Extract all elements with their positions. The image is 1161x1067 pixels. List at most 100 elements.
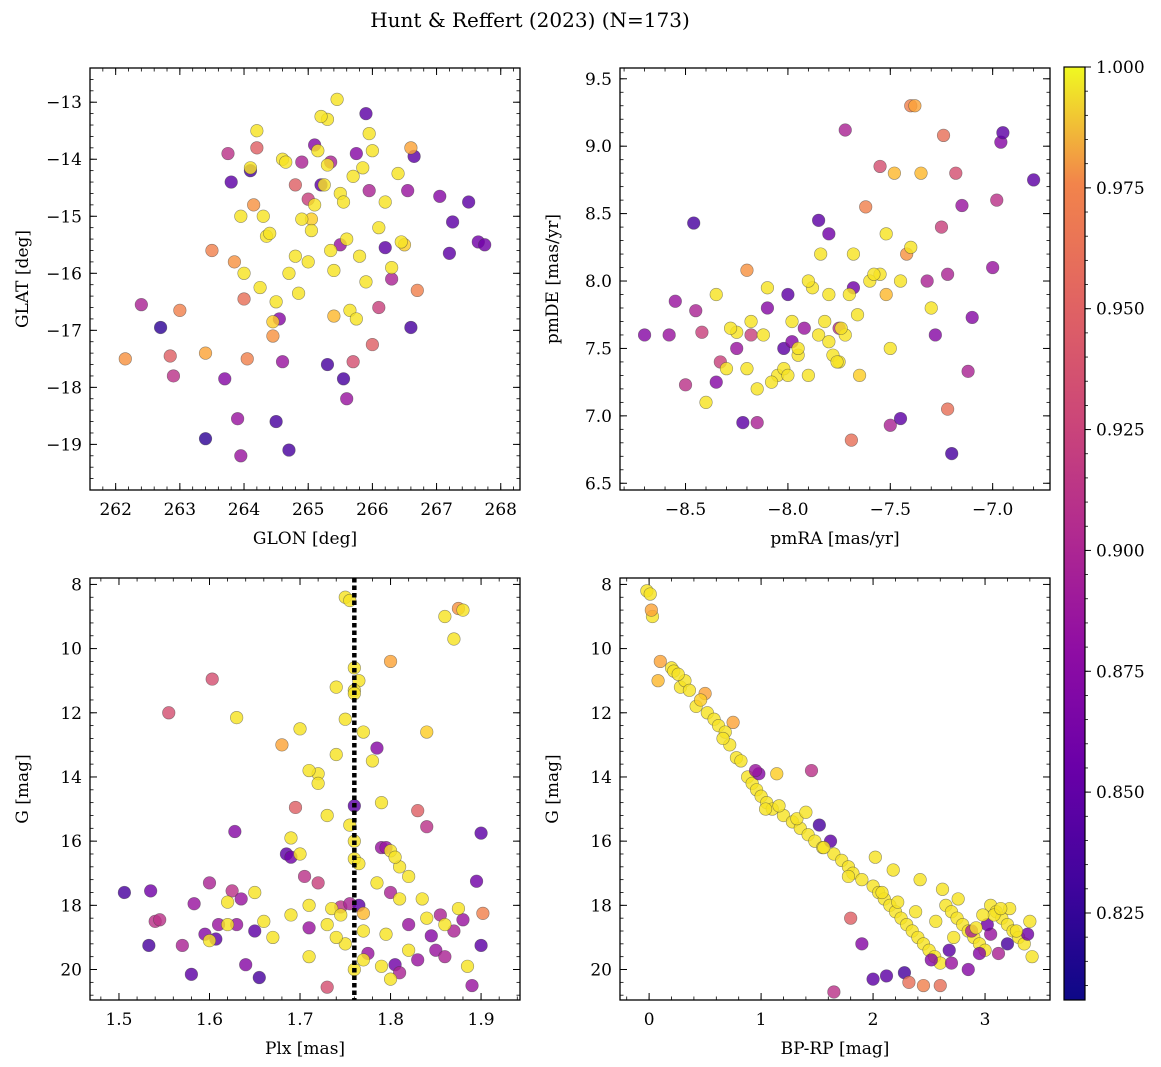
x-tick-label: 1.5 [105,1010,132,1030]
data-point [320,808,334,823]
data-point [812,213,826,227]
data-point [442,246,457,260]
data-point [288,800,303,815]
data-point [986,260,1000,275]
y-tick-label: −19 [46,435,82,455]
data-point [302,763,316,778]
data-point [976,908,990,922]
data-point [311,144,325,158]
data-point [893,411,908,426]
data-point [314,109,328,124]
data-point [924,301,938,315]
data-point [237,292,251,306]
data-point [234,892,248,906]
data-point [327,309,341,323]
data-point [320,158,335,172]
data-point [909,905,923,919]
y-tick-label: 7.5 [585,339,612,359]
data-point [822,287,836,302]
data-point [231,412,245,426]
data-point [153,913,167,927]
data-point [230,710,244,725]
data-point [744,328,758,342]
data-point [887,166,901,180]
data-point [349,146,363,161]
data-point [474,826,488,840]
data-point [827,985,841,999]
data-point [304,223,319,238]
data-point [781,287,795,302]
data-point [945,446,959,461]
data-point [764,375,779,389]
panels: 262 263 264 265 266 267 268 −19 −18 −17 −16 −15 −14 −… [13,67,1051,1059]
data-point [393,966,407,980]
data-point [317,178,331,192]
data-point [838,123,852,137]
data-point [362,126,376,141]
data-point [269,295,283,309]
data-point [356,161,370,175]
x-tick-label: −8.5 [665,500,706,520]
y-tick-label: 12 [590,704,612,724]
data-point [365,754,380,768]
data-point [252,970,266,985]
y-tick-label: −15 [46,207,82,227]
data-point [790,812,804,826]
data-point [994,901,1008,916]
data-point [879,287,893,302]
data-point [411,804,425,818]
data-point [936,128,951,143]
data-point [662,328,676,342]
data-point [716,731,730,746]
data-point [797,321,811,335]
data-point [902,975,916,989]
data-point [269,414,283,429]
data-point [198,432,213,446]
series-points [640,584,1039,999]
y-tick-label: 16 [590,832,612,852]
data-point [748,763,763,778]
colorbar-tick-label: 0.925 [1096,421,1145,441]
y-tick-label: 12 [60,704,82,724]
data-point [302,898,316,912]
data-point [972,946,987,961]
data-point [266,329,280,343]
data-point [378,195,392,209]
x-tick-label: −7.0 [972,500,1013,520]
data-point [709,375,723,389]
data-point [818,314,832,329]
data-point [781,368,795,382]
data-point [338,712,352,726]
data-point [916,978,931,993]
data-point [438,609,452,624]
data-point [736,415,750,430]
data-point [842,287,856,302]
x-axis-label: Plx [mas] [265,1039,345,1059]
data-point [288,249,302,263]
y-tick-label: 8 [601,575,612,595]
data-point [1000,937,1015,951]
plot-area [619,67,1051,491]
data-point [275,738,289,752]
data-point [726,715,740,730]
data-point [879,227,893,241]
y-tick-label: 9.5 [585,70,612,90]
data-point [420,911,434,925]
figure-title: Hunt & Reffert (2023) (N=173) [370,8,690,32]
y-tick-label: −13 [46,93,82,113]
data-point [814,247,828,261]
data-point [420,820,434,834]
data-point [288,178,302,192]
colorbar-tick-label: 0.900 [1096,541,1145,561]
data-point [202,934,217,948]
data-point [474,938,488,953]
data-point [184,967,198,981]
data-point [291,286,306,300]
data-point [920,274,934,288]
data-point [791,341,805,356]
x-tick-label: 1.7 [286,1010,313,1030]
data-point [250,141,264,155]
data-point [447,632,461,646]
data-point [320,980,334,994]
data-point [770,767,784,781]
